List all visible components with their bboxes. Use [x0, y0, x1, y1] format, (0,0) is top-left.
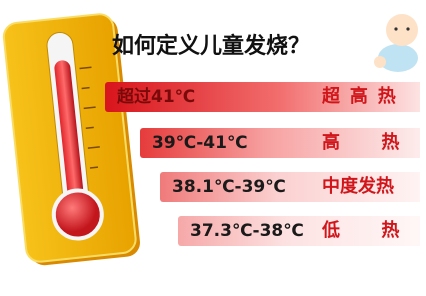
temperature-range: 超过41℃ [117, 82, 195, 112]
fever-level: 中度发热 [322, 172, 394, 202]
fever-level: 超高热 [322, 82, 406, 112]
temperature-range: 39℃-41℃ [152, 128, 248, 158]
infographic: 如何定义儿童发烧？ 超过41℃ 超高热 39℃-41℃ 高热 38.1℃-39℃ 中度发热… [0, 0, 426, 296]
temperature-range: 38.1℃-39℃ [172, 172, 286, 202]
temperature-range: 37.3℃-38℃ [190, 216, 304, 246]
fever-level: 高热 [322, 128, 426, 158]
baby-icon [374, 14, 418, 72]
fever-level: 低热 [322, 216, 426, 246]
title: 如何定义儿童发烧？ [112, 28, 310, 60]
